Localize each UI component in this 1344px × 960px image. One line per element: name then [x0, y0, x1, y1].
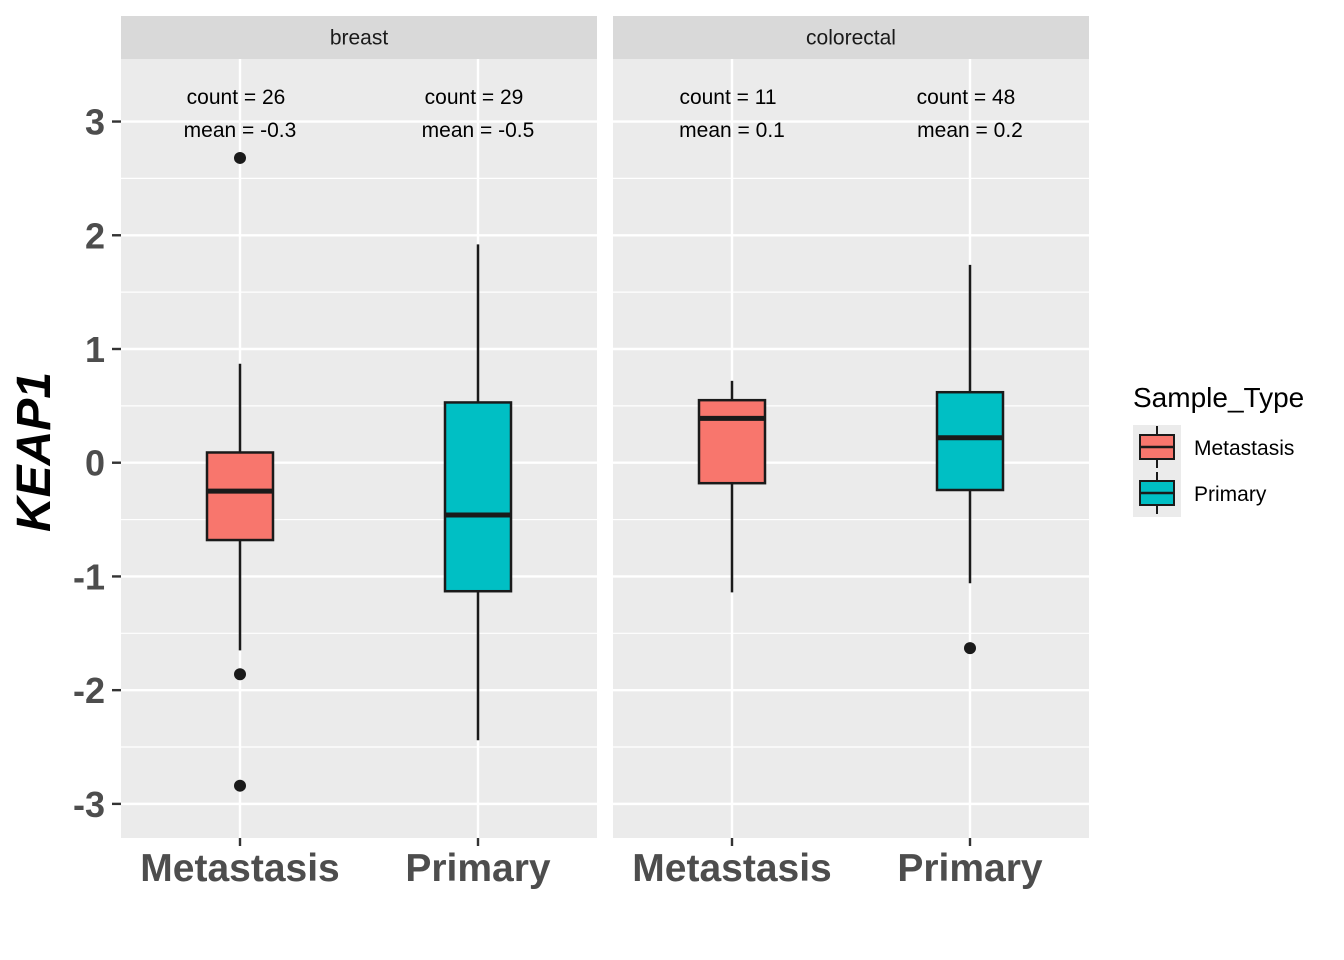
box-iqr — [443, 401, 513, 593]
count-annotation: count = 48 — [917, 86, 1016, 109]
legend-title: Sample_Type — [1133, 382, 1304, 413]
panel-background — [613, 59, 1089, 838]
mean-annotation: mean = 0.2 — [917, 119, 1023, 142]
y-axis: 3 2 1 0 -1 -2 -3 — [73, 102, 121, 825]
mean-annotation: mean = -0.3 — [184, 119, 297, 142]
y-tick-label: -3 — [73, 784, 105, 825]
outlier-point — [234, 779, 246, 792]
legend: Sample_Type Metastasis Primary — [1133, 382, 1304, 517]
box-primary: count = 48 mean = 0.2 — [917, 86, 1023, 655]
y-axis-label: KEAP1 — [8, 372, 61, 532]
box-iqr — [935, 390, 1005, 492]
count-annotation: count = 11 — [679, 86, 776, 109]
y-tick-label: 3 — [85, 102, 105, 143]
legend-entry-label: Metastasis — [1194, 437, 1294, 460]
mean-annotation: mean = -0.5 — [422, 119, 535, 142]
box-metastasis: count = 11 mean = 0.1 — [679, 86, 785, 593]
y-tick-label: 0 — [85, 443, 105, 484]
count-annotation: count = 26 — [187, 86, 286, 109]
box-primary: count = 29 mean = -0.5 — [422, 86, 535, 741]
count-annotation: count = 29 — [425, 86, 524, 109]
x-tick-label: Primary — [897, 847, 1043, 890]
facet-strip-label: colorectal — [806, 27, 896, 50]
panel-background — [121, 59, 597, 838]
legend-entry-label: Primary — [1194, 483, 1267, 506]
facet-strip — [613, 16, 1089, 59]
outlier-point — [234, 668, 246, 681]
legend-entry-metastasis: Metastasis — [1139, 426, 1294, 468]
facet-panel-breast: breast count = 26 mean = -0.3 count = 29 mea… — [121, 16, 597, 890]
outlier-point — [234, 151, 246, 164]
legend-entry-primary: Primary — [1139, 472, 1267, 514]
outlier-point — [964, 642, 976, 655]
x-tick-label: Metastasis — [632, 847, 831, 890]
mean-annotation: mean = 0.1 — [679, 119, 785, 142]
box-iqr — [205, 451, 275, 542]
facet-strip — [121, 16, 597, 59]
y-tick-label: 2 — [85, 215, 105, 256]
facet-panels: breast count = 26 mean = -0.3 count = 29 mea… — [121, 16, 1089, 890]
facet-strip-label: breast — [330, 27, 389, 50]
facet-panel-colorectal: colorectal count = 11 mean = 0.1 count = 48… — [613, 16, 1089, 890]
y-tick-label: -2 — [73, 670, 105, 711]
y-tick-label: 1 — [85, 329, 105, 370]
box-metastasis: count = 26 mean = -0.3 — [184, 86, 297, 792]
x-tick-label: Metastasis — [140, 847, 339, 890]
box-iqr — [697, 398, 767, 485]
x-tick-label: Primary — [405, 847, 551, 890]
y-tick-label: -1 — [73, 556, 105, 597]
